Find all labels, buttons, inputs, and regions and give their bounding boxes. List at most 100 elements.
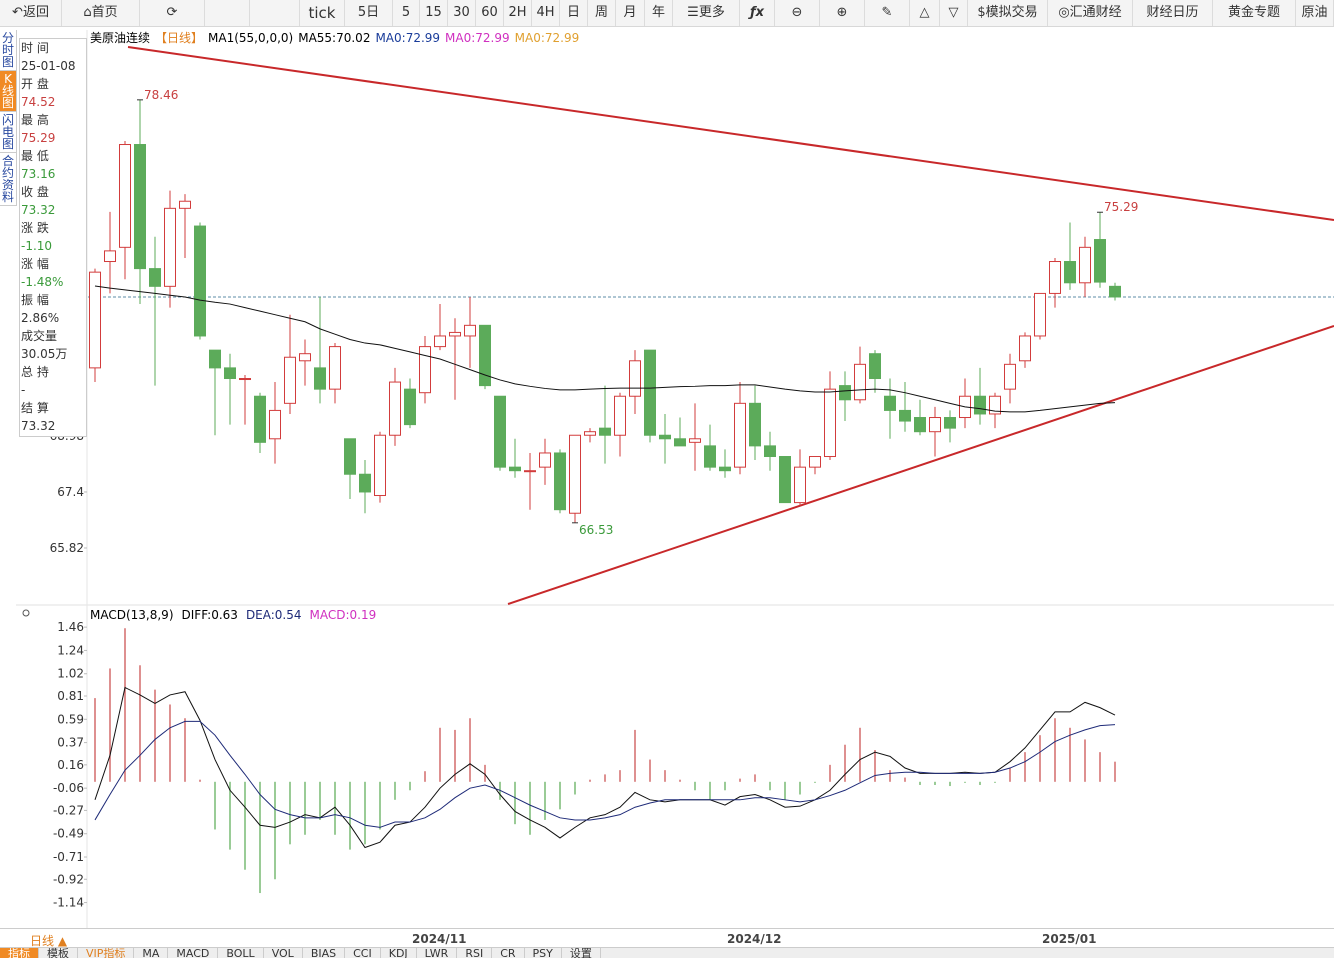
news-button[interactable]: ◎汇通财经 [1048,0,1133,26]
candle-body [719,466,731,472]
candle-body [1004,363,1016,390]
calendar-button[interactable]: 财经日历 [1133,0,1213,26]
more-button[interactable]: ☰更多 [673,0,740,26]
formula-button[interactable]: ƒx [740,0,775,26]
period-button[interactable]: 5 [393,0,420,26]
y-tick-label: 67.4 [57,485,84,499]
ma-value: MA0:72.99 [514,31,580,45]
candle-body [254,395,266,443]
indicator-tab[interactable]: 设置 [562,948,601,958]
period-button[interactable]: tick [300,0,345,26]
candle-body [554,452,566,511]
settings-icon[interactable] [22,609,30,617]
y-tick-label: -0.06 [53,781,84,795]
draw-button[interactable]: ✎ [865,0,910,26]
candle-body [479,324,491,387]
side-tab[interactable]: 闪电图 [0,113,16,153]
indicator-tab[interactable]: BOLL [218,948,264,958]
period-button[interactable]: 日 [560,0,588,26]
refresh-button[interactable]: ⟳ [140,0,205,26]
info-value: 2.86% [21,311,60,325]
y-tick-label: 1.24 [57,643,84,657]
info-value: 30.05万 [21,347,68,361]
date-label: 2025/01 [1042,932,1097,946]
period-button[interactable]: 月 [616,0,645,26]
up-triangle-button[interactable]: △ [910,0,940,26]
indicator-tab[interactable]: KDJ [381,948,417,958]
candle-icon-button[interactable] [250,0,300,26]
indicator-tab[interactable]: 指标 [0,948,39,958]
candle-body [509,466,521,472]
info-label: 成交量 [21,329,58,343]
symbol: 美原油连续 [90,31,151,45]
gold-button[interactable]: 黄金专题 [1213,0,1296,26]
period-button[interactable]: 5日 [345,0,393,26]
side-tab[interactable]: 合约资料 [0,154,16,206]
indicator-tab[interactable]: CCI [345,948,381,958]
candle-body [329,346,341,390]
indicator-tab[interactable]: MACD [168,948,219,958]
date-label: 2024/12 [727,932,782,946]
info-label: 结 算 [21,401,49,415]
zoom-in-button[interactable]: ⊕ [820,0,865,26]
bottom-bar: 日线 ▲ 2024/11 2024/12 2025/01 [0,928,1334,948]
price-annotation: 66.53 [579,523,613,537]
indicator-tab[interactable]: VIP指标 [78,948,135,958]
indicator-tab[interactable]: LWR [417,948,458,958]
candle-body [149,268,161,287]
info-value: 74.52 [21,95,56,109]
candle-body [1034,292,1046,337]
home-button[interactable]: ⌂首页 [62,0,140,26]
candle-body [89,271,101,369]
candle-body [674,438,686,447]
y-tick-label: 0.59 [57,712,84,726]
chart-icon-button[interactable] [205,0,250,26]
period-selector[interactable]: 日线 ▲ [30,934,68,948]
period-button[interactable]: 4H [532,0,560,26]
side-tab[interactable]: 分时图 [0,31,16,71]
candle-body [209,349,221,369]
candle-body [1064,261,1076,284]
candle-body [869,353,881,380]
period-button[interactable]: 周 [588,0,616,26]
period-button[interactable]: 年 [645,0,673,26]
candle-body [464,324,476,337]
y-tick-label: 0.16 [57,758,84,772]
period-button[interactable]: 2H [504,0,532,26]
period-button[interactable]: 60 [476,0,504,26]
indicator-tab[interactable]: VOL [264,948,303,958]
indicator-tab[interactable]: CR [492,948,525,958]
period-button[interactable]: 30 [448,0,476,26]
info-label: 开 盘 [21,77,49,91]
zoom-out-button[interactable]: ⊖ [775,0,820,26]
indicator-tab[interactable]: RSI [457,948,493,958]
macd-value: MACD:0.19 [309,608,377,622]
simulate-trade-button[interactable]: $模拟交易 [968,0,1048,26]
back-button[interactable]: ↶返回 [0,0,62,26]
candle-body [914,417,926,433]
info-label: 最 低 [21,149,49,163]
candle-body [494,395,506,468]
info-value: -1.10 [21,239,53,253]
candle-body [134,144,146,270]
candle-body [179,200,191,209]
ma55-line [94,285,1116,413]
info-value: 73.32 [21,419,56,433]
info-label: 振 幅 [21,293,49,307]
candle-body [809,456,821,468]
down-triangle-button[interactable]: ▽ [940,0,968,26]
indicator-tab[interactable]: PSY [525,948,562,958]
date-label: 2024/11 [412,932,467,946]
candle-body [194,225,206,337]
indicator-tab[interactable]: BIAS [303,948,346,958]
side-tab[interactable]: K线图 [0,71,16,112]
indicator-tab[interactable]: 模板 [39,948,78,958]
y-tick-label: -0.27 [53,803,84,817]
indicator-tabs: 指标 模板 VIP指标 MA MACD BOLL VOL BIAS CCI KDJ LWR RSI CR… [0,947,1334,958]
candle-body [119,144,131,248]
indicator-tab[interactable]: MA [134,948,169,958]
y-tick-label: -0.92 [53,872,84,886]
period-button[interactable]: 15 [420,0,448,26]
candle-body [944,417,956,429]
